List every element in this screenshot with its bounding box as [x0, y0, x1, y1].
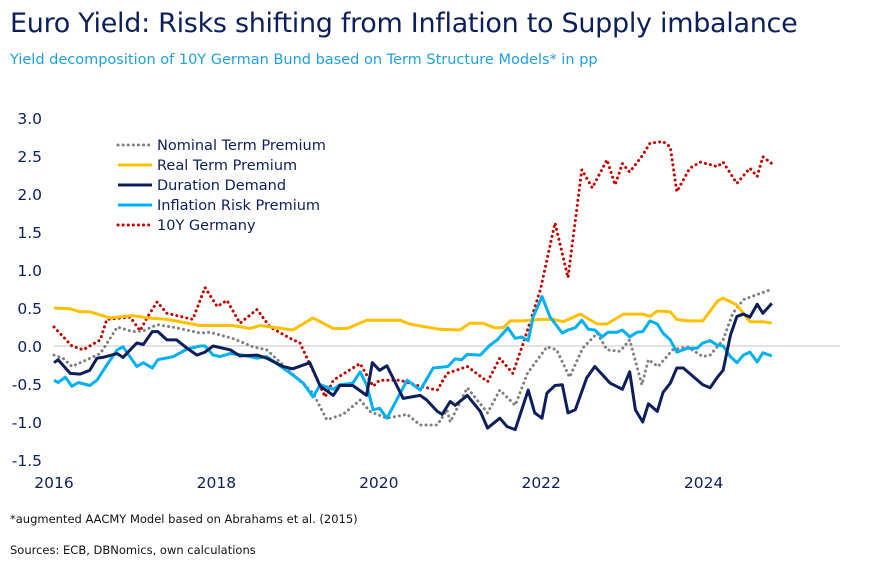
x-tick-label: 2018 — [197, 474, 236, 492]
x-tick-label: 2024 — [684, 474, 723, 492]
series-line-nominal-term-premium — [52, 288, 772, 427]
series-line-inflation-risk-premium — [53, 295, 773, 420]
y-tick-label: 0.0 — [17, 338, 42, 356]
y-tick-label: 1.0 — [17, 262, 42, 280]
y-tick-label: 0.5 — [17, 300, 42, 318]
x-tick-label: 2016 — [34, 474, 73, 492]
y-tick-label: 1.5 — [17, 224, 42, 242]
series-line-real-term-premium — [53, 296, 773, 332]
legend-label: 10Y Germany — [157, 218, 256, 234]
y-tick-label: 2.5 — [17, 148, 42, 166]
y-tick-label: -1.5 — [12, 452, 42, 470]
sources-note: Sources: ECB, DBNomics, own calculations — [10, 543, 256, 557]
page-title: Euro Yield: Risks shifting from Inflatio… — [10, 8, 798, 39]
chart-subtitle: Yield decomposition of 10Y German Bund b… — [10, 52, 598, 68]
legend-label: Duration Demand — [157, 178, 286, 194]
y-tick-label: 3.0 — [17, 110, 42, 128]
series-line-duration-demand — [53, 302, 773, 432]
y-tick-label: 2.0 — [17, 186, 42, 204]
y-tick-label: -1.0 — [12, 414, 42, 432]
legend-label: Real Term Premium — [157, 158, 297, 174]
y-tick-label: -0.5 — [12, 376, 42, 394]
legend-label: Nominal Term Premium — [157, 138, 326, 154]
footnote: *augmented AACMY Model based on Abrahams… — [10, 512, 358, 526]
x-tick-label: 2020 — [359, 474, 398, 492]
x-tick-label: 2022 — [521, 474, 560, 492]
series-line-10y-germany — [52, 140, 774, 399]
legend-label: Inflation Risk Premium — [157, 198, 320, 214]
